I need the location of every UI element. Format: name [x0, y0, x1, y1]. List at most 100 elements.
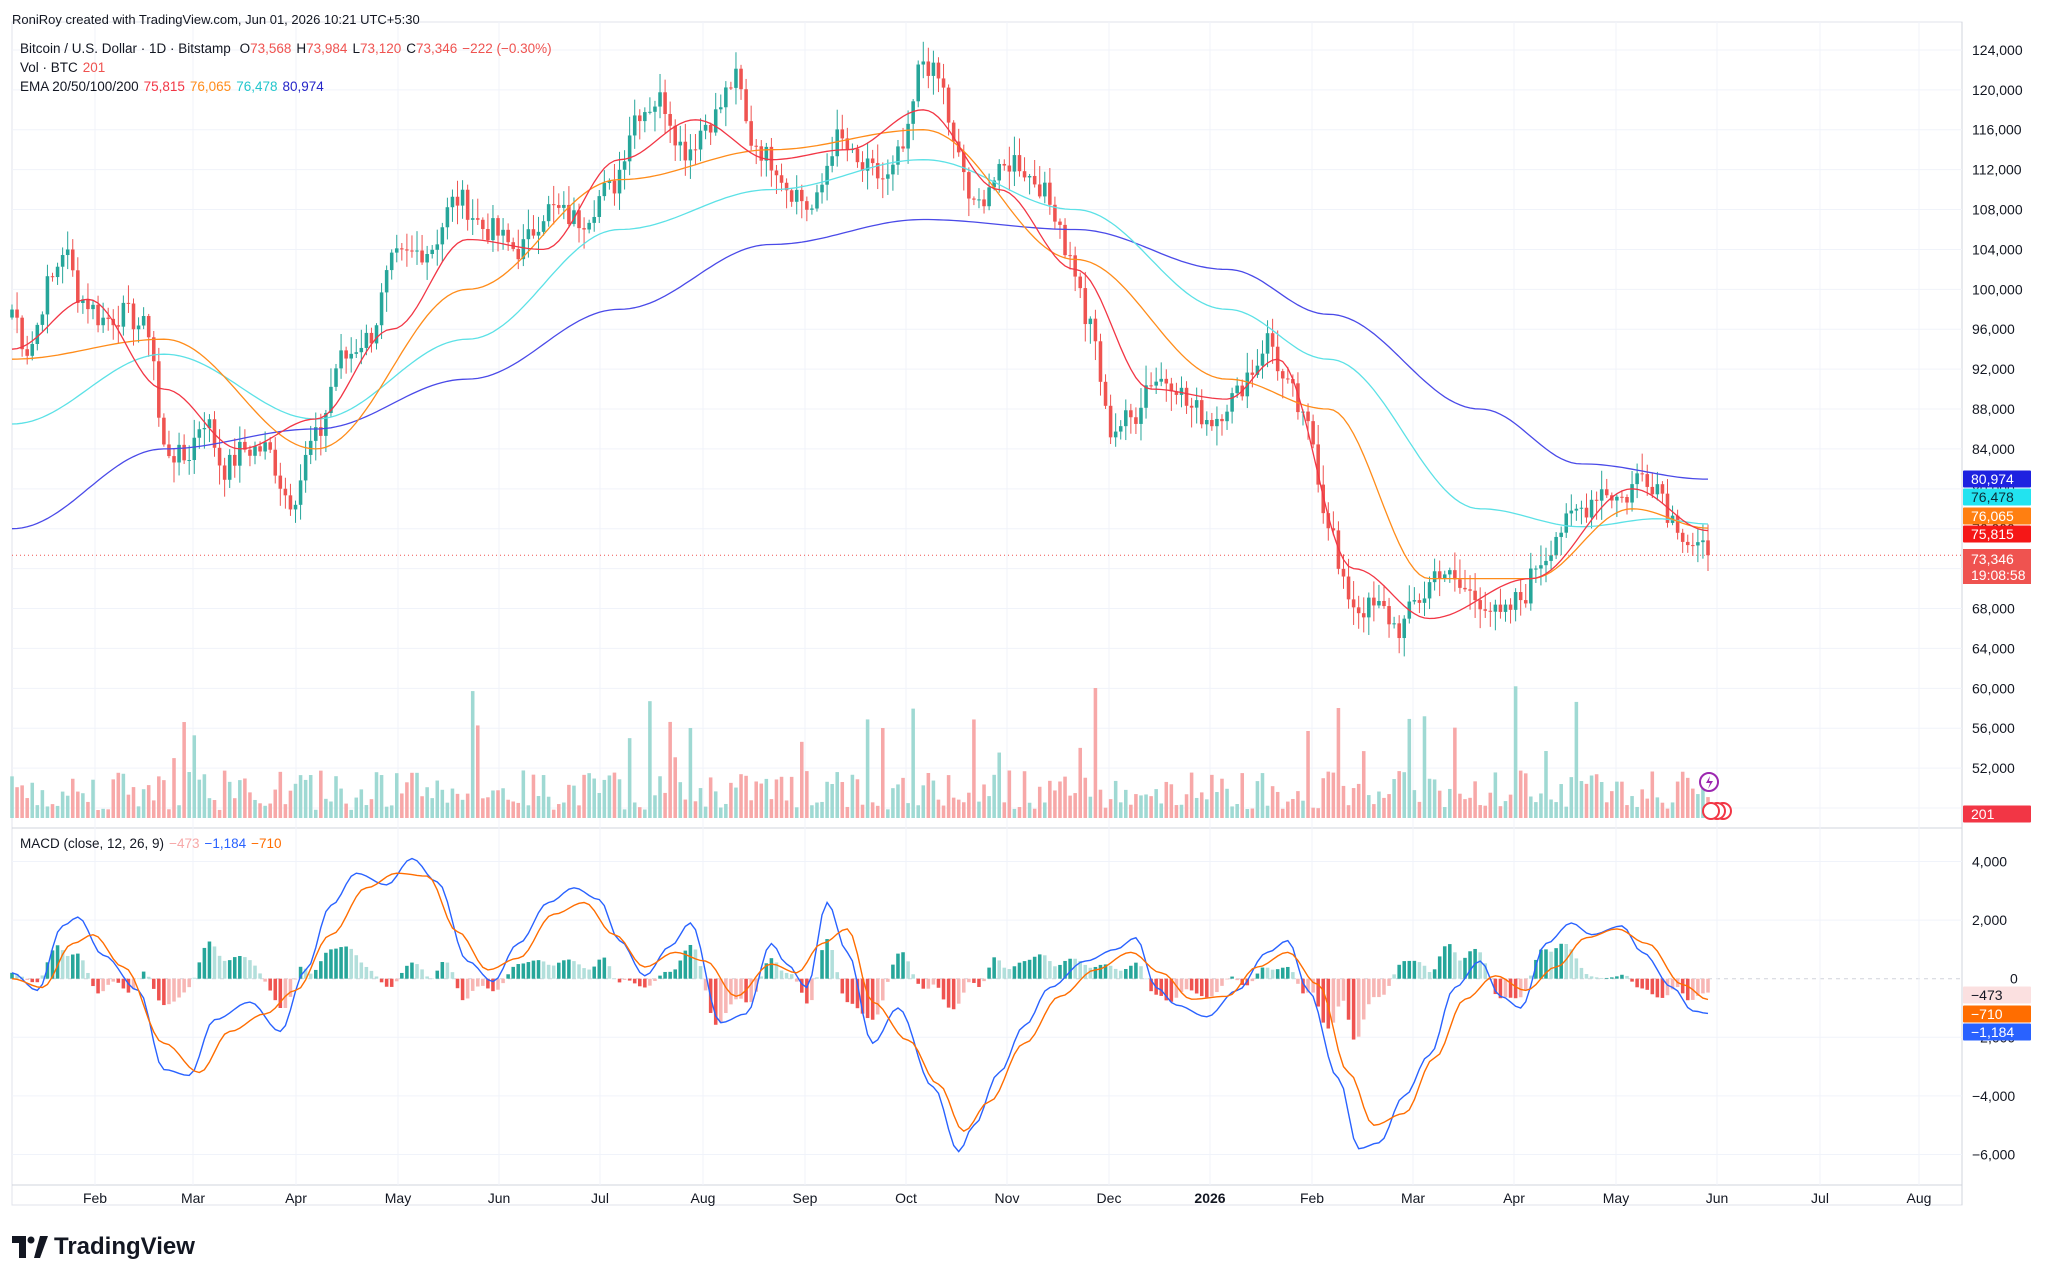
- price-tick-label: 124,000: [1972, 42, 2023, 58]
- ema-lines: [11, 109, 1709, 620]
- volume-bar: [956, 799, 961, 818]
- candle-body: [972, 198, 976, 200]
- earnings-icon[interactable]: [1702, 802, 1732, 820]
- macd-line-badge: −1,184: [1971, 1024, 2014, 1040]
- candle-body: [65, 249, 70, 256]
- volume-badge-bg: [1963, 805, 2031, 823]
- candle-body: [435, 244, 440, 250]
- candle-body: [1660, 484, 1665, 494]
- candle-body: [329, 386, 333, 413]
- candle-body: [1691, 545, 1695, 547]
- volume-bar: [268, 803, 272, 818]
- macd-histogram-bar: [1518, 978, 1523, 998]
- volume-bar: [1615, 781, 1619, 818]
- candle-body: [1043, 182, 1047, 197]
- volume-bar: [298, 775, 303, 818]
- event-icons[interactable]: [1699, 772, 1732, 820]
- macd-histogram-bar: [612, 978, 617, 980]
- candle-body: [450, 196, 455, 208]
- macd-histogram-bar: [1463, 957, 1467, 979]
- candle-body: [222, 465, 227, 480]
- volume-bar: [855, 779, 860, 818]
- volume-bar: [1235, 804, 1239, 818]
- volume-bar: [587, 773, 591, 818]
- volume-bar: [1625, 805, 1629, 818]
- candle-body: [906, 123, 910, 149]
- volume-bar: [1579, 781, 1584, 818]
- candle-body: [860, 162, 865, 171]
- candle-body: [141, 315, 146, 326]
- macd-histogram-bar: [562, 960, 566, 979]
- macd-histogram-bar: [759, 976, 764, 979]
- candle-body: [562, 204, 566, 208]
- volume-bar: [1301, 800, 1305, 818]
- tradingview-logo-icon: [12, 1236, 48, 1258]
- high-label: H: [296, 41, 307, 56]
- macd-histogram-bar: [1635, 978, 1639, 988]
- macd-histogram-bar: [1523, 978, 1528, 991]
- candle-body: [1589, 499, 1594, 518]
- volume-bar: [177, 805, 181, 818]
- candle-body: [1367, 597, 1371, 618]
- candle-body: [1680, 532, 1685, 542]
- macd-histogram-bar: [1037, 954, 1042, 979]
- volume-bar: [470, 691, 475, 818]
- macd-histogram-bar: [1275, 969, 1280, 979]
- volume-bar: [1043, 802, 1047, 818]
- macd-histogram-bar: [1331, 978, 1336, 1023]
- candle-body: [1184, 387, 1189, 406]
- candle-body: [1113, 431, 1118, 438]
- volume-bar: [562, 802, 566, 818]
- candle-body: [40, 314, 45, 325]
- candle-body: [1189, 405, 1194, 408]
- volume-bar: [1367, 795, 1371, 818]
- volume-bar: [344, 803, 348, 818]
- volume-bar: [632, 802, 637, 818]
- high-value: 73,984: [306, 41, 348, 56]
- macd-histogram-bar: [400, 972, 404, 979]
- volume-bar: [136, 806, 141, 818]
- tradingview-logo[interactable]: TradingView: [12, 1230, 195, 1264]
- candle-body: [921, 61, 926, 65]
- macd-histogram-bar: [1574, 958, 1579, 979]
- volume-bar: [845, 806, 850, 818]
- volume-bar: [151, 800, 156, 818]
- candle-body: [1463, 587, 1467, 590]
- macd-histogram-bar: [1589, 976, 1594, 979]
- candle-body: [1139, 407, 1143, 424]
- flash-icon[interactable]: [1699, 772, 1719, 792]
- macd-histogram-bar: [435, 970, 440, 979]
- volume-bar: [379, 775, 384, 818]
- macd-histogram-bar: [1685, 978, 1690, 1001]
- macd-histogram-bar: [1184, 978, 1189, 990]
- candle-body: [946, 87, 951, 123]
- candle-body: [349, 353, 353, 359]
- volume-bar: [1199, 792, 1204, 818]
- candle-body: [1483, 609, 1488, 611]
- candle-body: [151, 337, 156, 362]
- plot-frame: [11, 21, 1963, 1206]
- macd-histogram-bar: [1341, 978, 1346, 1001]
- candle-body: [617, 169, 622, 194]
- macd-histogram-bar: [597, 959, 602, 979]
- candle-body: [324, 412, 328, 436]
- macd-histogram-bar: [146, 976, 151, 979]
- candle-body: [172, 456, 176, 463]
- volume-bar: [881, 728, 885, 818]
- candle-body: [1356, 607, 1361, 614]
- volume-bar: [50, 804, 55, 818]
- volume-bar: [212, 800, 217, 818]
- volume-bar: [567, 784, 571, 818]
- macd-histogram-bar: [521, 963, 526, 979]
- macd-histogram-bar: [931, 978, 936, 985]
- candle-body: [410, 250, 414, 252]
- candle-body: [648, 111, 652, 113]
- macd-histogram-bar: [1108, 965, 1113, 979]
- candle-body: [729, 87, 733, 89]
- candle-body: [531, 229, 536, 236]
- volume-bar: [1326, 771, 1331, 818]
- candle-body: [1199, 400, 1204, 425]
- candle-body: [1346, 576, 1351, 600]
- macd-histogram-bar: [810, 978, 814, 1001]
